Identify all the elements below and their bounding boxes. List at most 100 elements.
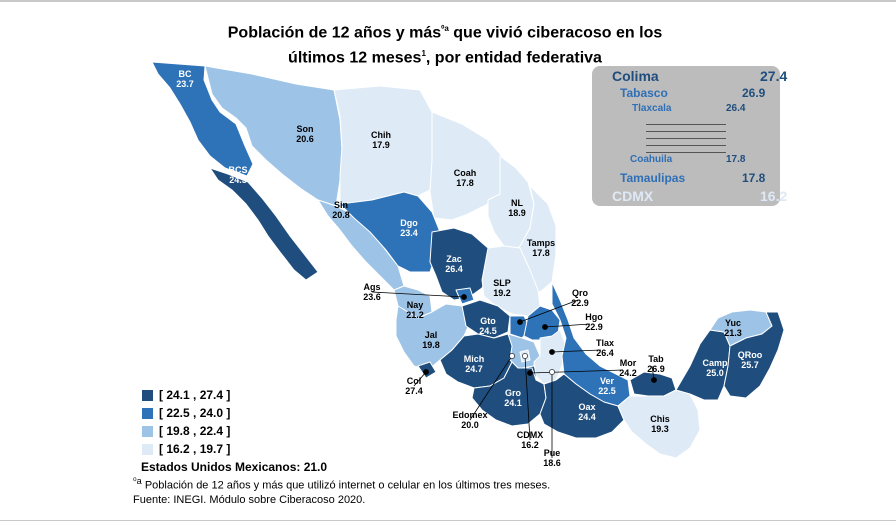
state-value-tamps: 17.8	[532, 248, 550, 258]
ranking-top-value: 27.4	[760, 68, 788, 84]
legend-item: [ 24.1 , 27.4 ]	[142, 386, 230, 404]
state-label-mor: Mor	[620, 358, 637, 368]
leader-dot-tlax	[549, 349, 555, 355]
state-value-bc: 23.7	[176, 79, 194, 89]
state-value-sin: 20.8	[332, 210, 350, 220]
legend-label: [ 19.8 , 22.4 ]	[159, 424, 231, 438]
state-label-edomex: Edomex	[452, 410, 487, 420]
legend-label: [ 22.5 , 24.0 ]	[159, 406, 231, 420]
state-value-ver: 22.5	[598, 386, 616, 396]
map-title: Población de 12 años y más⁰a que vivió c…	[227, 24, 663, 67]
state-label-qroo: QRoo	[738, 350, 763, 360]
leader-line-mor	[529, 369, 624, 374]
state-value-pue: 18.6	[543, 458, 561, 468]
ranking-bottom-name: CDMX	[612, 188, 654, 204]
footnote-text: Población de 12 años y más que utilizó i…	[141, 479, 551, 492]
state-value-edomex: 20.0	[461, 420, 479, 430]
state-label-slp: SLP	[493, 278, 511, 288]
state-value-tab: 26.9	[647, 364, 665, 374]
legend-item: [ 22.5 , 24.0 ]	[142, 404, 230, 422]
source-text: Fuente: INEGI. Módulo sobre Ciberacoso 2…	[133, 493, 366, 506]
state-label-bcs: BCS	[228, 165, 247, 175]
state-label-coah: Coah	[454, 168, 477, 178]
ranking-separator	[646, 131, 726, 132]
state-label-bc: BC	[179, 69, 192, 79]
ranking-top-value: 26.4	[726, 103, 746, 114]
state-value-qroo: 25.7	[741, 360, 759, 370]
leader-line-tlax	[551, 349, 602, 353]
state-value-jal: 19.8	[422, 340, 440, 350]
state-value-qro: 22.9	[571, 298, 589, 308]
state-bc	[151, 61, 254, 177]
ranking-bottom-value: 17.8	[742, 171, 766, 185]
state-label-tlax: Tlax	[596, 338, 614, 348]
state-value-hgo: 22.9	[585, 322, 603, 332]
state-label-sin: Sin	[334, 200, 348, 210]
legend: [ 24.1 , 27.4 ] [ 22.5 , 24.0 ] [ 19.8 ,…	[142, 386, 230, 458]
state-label-chih: Chih	[371, 130, 391, 140]
state-label-nay: Nay	[407, 300, 424, 310]
state-bcs	[209, 167, 319, 281]
state-value-camp: 25.0	[706, 368, 724, 378]
leader-line-cdmx	[524, 355, 531, 441]
ranking-separator	[646, 124, 726, 125]
leader-line-col	[413, 371, 427, 387]
state-value-nl: 18.9	[508, 208, 526, 218]
state-value-chis: 19.3	[651, 424, 669, 434]
state-label-camp: Camp	[702, 358, 728, 368]
leader-dot-mor	[527, 370, 533, 376]
state-value-son: 20.6	[296, 134, 314, 144]
ranking-top-name: Colima	[612, 68, 659, 84]
state-zac	[429, 227, 491, 301]
ranking-separator	[646, 152, 726, 153]
state-label-yuc: Yuc	[725, 318, 741, 328]
state-value-slp: 19.2	[493, 288, 511, 298]
state-label-tab: Tab	[648, 354, 664, 364]
bottom-border	[0, 520, 896, 521]
state-chis	[617, 389, 701, 459]
ranking-top-name: Tlaxcala	[632, 103, 672, 114]
state-label-son: Son	[297, 124, 314, 134]
state-value-mor: 24.2	[619, 368, 637, 378]
leader-dot-qro	[517, 319, 523, 325]
state-label-zac: Zac	[446, 254, 462, 264]
state-label-qro: Qro	[572, 288, 589, 298]
leader-dot-hgo	[542, 324, 548, 330]
state-qroo	[723, 311, 785, 399]
state-label-col: Col	[407, 376, 422, 386]
state-label-gto: Gto	[480, 316, 496, 326]
legend-swatch	[142, 425, 153, 437]
ranking-separator	[646, 145, 726, 146]
state-value-mich: 24.7	[465, 364, 483, 374]
state-label-tamps: Tamps	[527, 238, 555, 248]
state-label-ver: Ver	[600, 376, 615, 386]
ranking-top-value: 26.9	[742, 86, 766, 100]
leader-dot-tab	[651, 377, 657, 383]
state-label-mich: Mich	[464, 354, 485, 364]
ranking-bottom-name: Tamaulipas	[620, 171, 686, 185]
state-label-gro: Gro	[505, 388, 522, 398]
ranking-box: Colima 27.4 Tabasco 26.9 Tlaxcala 26.4 Coahuil…	[592, 66, 787, 206]
state-label-pue: Pue	[544, 448, 561, 458]
state-value-oax: 24.4	[578, 412, 596, 422]
state-label-jal: Jal	[425, 330, 438, 340]
ranking-bottom-name: Coahuila	[630, 154, 673, 165]
top-border	[0, 0, 896, 2]
state-label-oax: Oax	[578, 402, 595, 412]
ranking-bottom-value: 16.2	[760, 188, 788, 204]
state-label-dgo: Dgo	[400, 218, 418, 228]
leader-dot-ags	[461, 294, 467, 300]
state-value-cdmx: 16.2	[521, 440, 539, 450]
leader-dot-edomex	[509, 353, 515, 359]
legend-item: [ 19.8 , 22.4 ]	[142, 422, 230, 440]
legend-swatch	[142, 407, 153, 419]
state-coah	[429, 111, 505, 221]
state-label-ags: Ags	[363, 282, 380, 292]
footnote-mark: ⁰a	[133, 476, 142, 486]
state-value-chih: 17.9	[372, 140, 390, 150]
state-gto	[461, 299, 511, 339]
leader-line-ags	[371, 291, 465, 298]
state-label-nl: NL	[511, 198, 523, 208]
leader-line-edomex	[469, 355, 513, 421]
state-value-yuc: 21.3	[724, 328, 742, 338]
